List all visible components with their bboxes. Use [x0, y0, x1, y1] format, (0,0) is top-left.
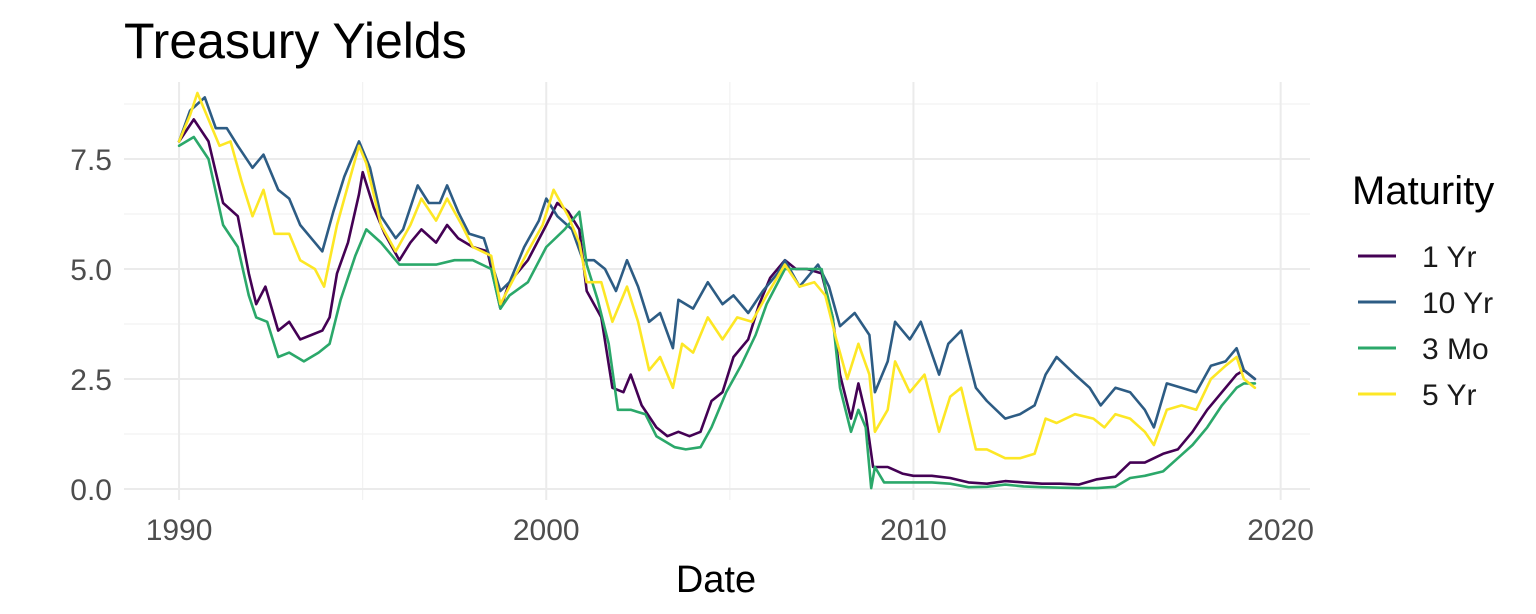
- x-tick-label: 2000: [513, 514, 580, 547]
- legend: Maturity 1 Yr 10 Yr 3 Mo 5 Yr: [1352, 169, 1494, 412]
- y-tick-label: 5.0: [70, 254, 112, 287]
- legend-label-1-yr: 1 Yr: [1422, 241, 1476, 274]
- legend-title: Maturity: [1352, 169, 1494, 213]
- y-tick-label: 2.5: [70, 364, 112, 397]
- major-gridlines: [124, 82, 1310, 500]
- series-line-1-yr: [177, 118, 1257, 486]
- minor-gridlines: [124, 82, 1310, 500]
- x-tick-label: 2010: [880, 514, 947, 547]
- series-line-3-mo: [177, 135, 1257, 490]
- x-axis-title: Date: [676, 559, 756, 601]
- chart-title: Treasury Yields: [124, 13, 467, 69]
- x-tick-label: 1990: [146, 514, 213, 547]
- series-line-10-yr: [177, 96, 1257, 429]
- x-axis-ticks: 1990 2000 2010 2020: [146, 514, 1314, 547]
- legend-label-3-mo: 3 Mo: [1422, 333, 1489, 366]
- y-axis-ticks: 0.0 2.5 5.0 7.5: [70, 144, 112, 507]
- x-tick-label: 2020: [1247, 514, 1314, 547]
- legend-label-5-yr: 5 Yr: [1422, 379, 1476, 412]
- y-tick-label: 7.5: [70, 144, 112, 177]
- series-line-5-yr: [177, 91, 1257, 460]
- y-tick-label: 0.0: [70, 474, 112, 507]
- plot-series: [177, 91, 1257, 490]
- legend-label-10-yr: 10 Yr: [1422, 287, 1493, 320]
